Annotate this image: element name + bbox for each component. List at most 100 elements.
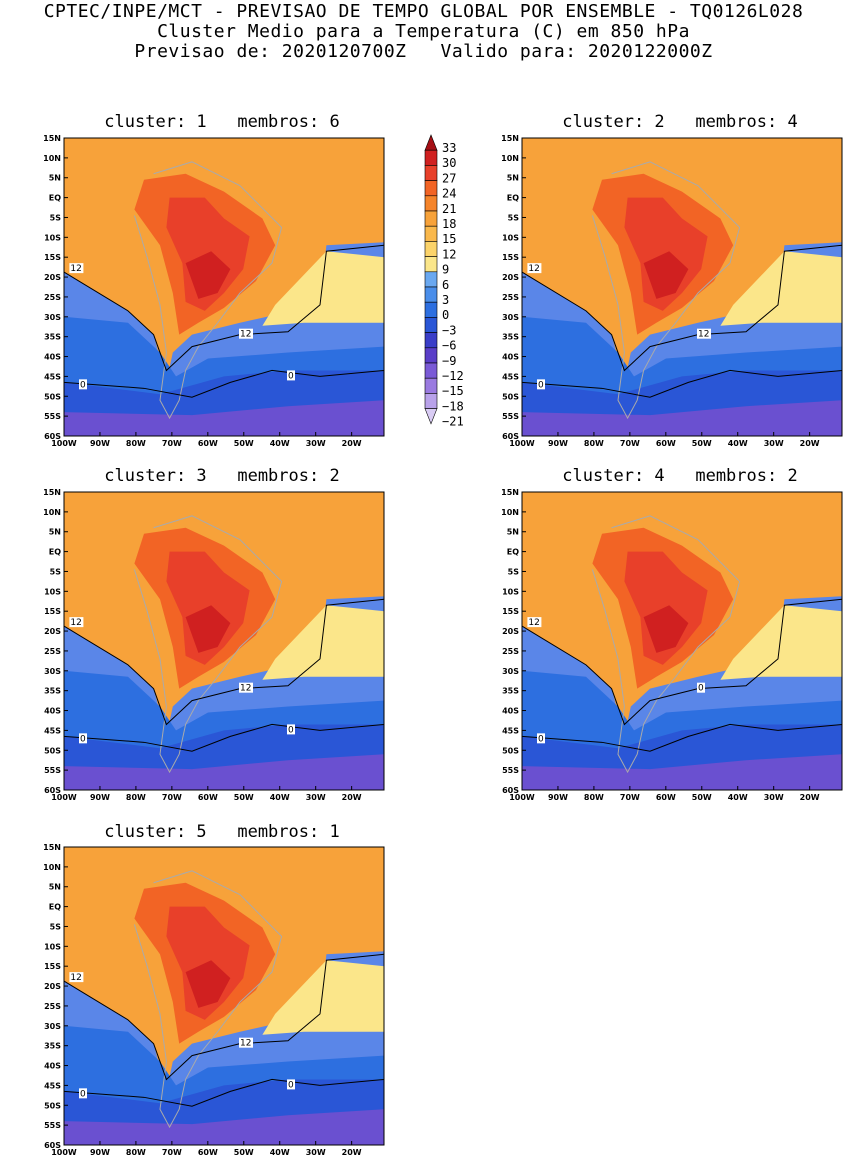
lat-tick-label: 10S xyxy=(502,587,519,596)
yellow-region xyxy=(262,605,384,680)
lon-tick-label: 100W xyxy=(51,439,77,448)
panel-2-title: cluster: 2 membros: 4 xyxy=(562,112,798,132)
lat-tick-label: 10N xyxy=(43,508,61,517)
map-frame xyxy=(63,137,385,437)
lat-tick-label: 20S xyxy=(44,627,61,636)
panel-1-title: cluster: 1 membros: 6 xyxy=(104,112,340,132)
lat-tick-label: 45S xyxy=(44,726,61,735)
colorbar-label: 24 xyxy=(442,187,456,201)
lon-tick-label: 50W xyxy=(234,439,254,448)
lon-tick-label: 50W xyxy=(234,1148,254,1157)
lat-tick-label: 10N xyxy=(43,863,61,872)
lon-tick-label: 20W xyxy=(342,439,362,448)
contour-label-box xyxy=(537,379,545,390)
lon-tick-label: 80W xyxy=(584,439,604,448)
lat-tick-label: 50S xyxy=(44,1101,61,1110)
lat-tick-label: 5N xyxy=(507,528,519,537)
colorbar-label: 27 xyxy=(442,171,456,185)
coastline xyxy=(133,515,283,774)
colorbar-label: 0 xyxy=(442,308,449,322)
lat-tick-label: 15N xyxy=(501,488,519,497)
lon-tick-label: 60W xyxy=(656,793,676,802)
map-frame xyxy=(63,491,385,791)
lat-tick-label: 50S xyxy=(44,746,61,755)
colorbar-label: −12 xyxy=(442,369,464,383)
contour-label-box xyxy=(697,328,711,339)
yellow-region xyxy=(262,960,384,1035)
lat-tick-label: 45S xyxy=(502,372,519,381)
contour-label-box xyxy=(69,263,84,274)
lon-tick-label: 30W xyxy=(306,793,326,802)
lat-tick-label: 25S xyxy=(502,647,519,656)
lon-tick-label: 20W xyxy=(800,793,820,802)
lon-tick-label: 80W xyxy=(126,439,146,448)
yellow-region xyxy=(262,251,384,326)
map-panel-4: 12 0 0 15N 10N 5N EQ 5S 10S 15S 20S 25S 30S 35S 40S 45S… xyxy=(501,488,843,802)
lon-tick-label: 90W xyxy=(548,439,568,448)
contour-label: 12 xyxy=(240,330,251,340)
lon-tick-label: 80W xyxy=(584,793,604,802)
lon-tick-label: 20W xyxy=(800,439,820,448)
lat-tick-label: 35S xyxy=(44,333,61,342)
contour-0 xyxy=(63,369,385,398)
colorbar-label: 30 xyxy=(442,156,456,170)
contour-label: 0 xyxy=(288,725,294,735)
contour-label: 12 xyxy=(698,330,709,340)
map-panel-3: 12 12 0 0 15N 10N 5N EQ 5S 10S 15S 20S 25S 30S 35S 40S 4… xyxy=(43,488,385,802)
lat-tick-label: 60S xyxy=(44,432,61,441)
coastline xyxy=(591,515,741,774)
lat-tick-label: 20S xyxy=(502,627,519,636)
lon-tick-label: 70W xyxy=(162,793,182,802)
lat-tick-label: 10N xyxy=(501,508,519,517)
lon-tick-label: 60W xyxy=(198,1148,218,1157)
lat-tick-label: 10S xyxy=(44,233,61,242)
lat-tick-label: 25S xyxy=(44,293,61,302)
contour-label-box xyxy=(287,370,295,381)
colorbar-label: 6 xyxy=(442,278,449,292)
coldest-region xyxy=(64,400,384,436)
colorbar-top-arrow xyxy=(424,134,438,151)
colorbar-cell xyxy=(424,149,438,166)
contour-label: 12 xyxy=(70,264,81,274)
colorbar-cell xyxy=(424,180,438,197)
contour-label: 12 xyxy=(70,973,81,983)
colorbar-cell xyxy=(424,210,438,227)
lat-tick-label: 5S xyxy=(508,213,520,222)
lon-tick-label: 70W xyxy=(620,793,640,802)
contour-label: 0 xyxy=(80,734,86,744)
lon-tick-label: 30W xyxy=(306,1148,326,1157)
lon-tick-label: 100W xyxy=(509,439,535,448)
lat-tick-label: 35S xyxy=(502,333,519,342)
lat-tick-label: 50S xyxy=(502,392,519,401)
lat-tick-label: 60S xyxy=(502,786,519,795)
contour-label: 12 xyxy=(528,618,539,628)
contour-12 xyxy=(521,598,843,726)
colorbar-cell xyxy=(424,271,438,288)
lat-tick-label: 40S xyxy=(44,353,61,362)
lat-tick-label: 15S xyxy=(502,607,519,616)
lat-tick-label: 15N xyxy=(501,134,519,143)
lat-tick-label: 30S xyxy=(44,667,61,676)
hottest-region xyxy=(185,605,231,653)
lat-tick-label: 15S xyxy=(44,253,61,262)
lon-tick-label: 40W xyxy=(270,793,290,802)
colorbar-cell xyxy=(424,286,438,303)
colorbar-label: 21 xyxy=(442,202,456,216)
lat-tick-label: 50S xyxy=(44,392,61,401)
lat-tick-label: 35S xyxy=(502,687,519,696)
lat-tick-label: 55S xyxy=(502,766,519,775)
map-panel-5: 12 12 0 0 15N 10N 5N EQ 5S 10S 15S 20S 25S 30S 35S 40S 4… xyxy=(43,843,385,1157)
hottest-region xyxy=(643,251,689,299)
colorbar-label: −3 xyxy=(442,323,456,337)
colorbar-label: −15 xyxy=(442,384,464,398)
lon-tick-label: 60W xyxy=(198,439,218,448)
lat-tick-label: 15N xyxy=(43,843,61,852)
lat-tick-label: 5S xyxy=(50,922,62,931)
contour-label: 0 xyxy=(80,1089,86,1099)
lon-tick-label: 70W xyxy=(620,439,640,448)
lat-tick-label: 60S xyxy=(44,1141,61,1150)
lat-tick-label: 25S xyxy=(44,647,61,656)
colorbar-cell xyxy=(424,317,438,333)
lon-tick-label: 60W xyxy=(656,439,676,448)
